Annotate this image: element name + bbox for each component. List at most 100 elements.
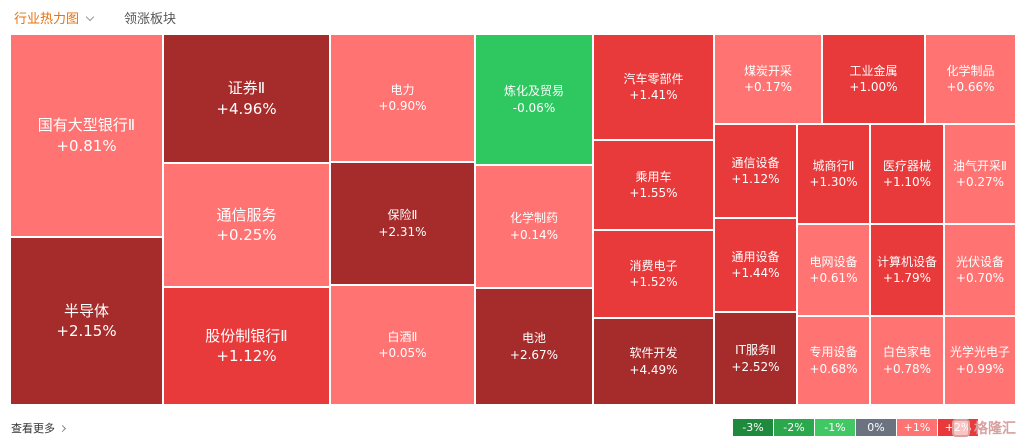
cell-change: +2.67% xyxy=(509,347,559,362)
treemap-cell[interactable]: 电网设备 +0.61% xyxy=(797,224,870,316)
color-legend: -3% -2% -1% 0% +1% +2% xyxy=(733,419,979,436)
treemap-cell[interactable]: 通信服务 +0.25% xyxy=(163,163,330,287)
cell-name: 城商行Ⅱ xyxy=(812,158,855,173)
view-more-link[interactable]: 查看更多 xyxy=(11,420,67,436)
treemap-cell[interactable]: 电池 +2.67% xyxy=(475,288,593,405)
cell-name: 化学制药 xyxy=(509,211,558,226)
cell-change: +0.70% xyxy=(955,271,1005,285)
cell-change: +1.55% xyxy=(629,186,678,200)
cell-name: 通信服务 xyxy=(216,205,277,224)
cell-change: +0.17% xyxy=(743,80,793,94)
cell-change: +1.12% xyxy=(216,347,277,365)
treemap-cell[interactable]: 医疗器械 +1.10% xyxy=(870,124,944,224)
treemap-cell[interactable]: 城商行Ⅱ +1.30% xyxy=(797,124,870,224)
header-bar: 行业热力图 领涨板块 xyxy=(0,0,1026,34)
treemap-cell[interactable]: 炼化及贸易 -0.06% xyxy=(475,34,593,165)
legend-item: 0% xyxy=(856,419,896,436)
cell-change: +0.99% xyxy=(955,361,1005,376)
cell-name: 乘用车 xyxy=(635,169,672,184)
cell-change: +0.90% xyxy=(378,99,427,113)
cell-change: +1.41% xyxy=(629,88,678,102)
cell-change: +0.66% xyxy=(946,80,995,94)
cell-change: +4.49% xyxy=(629,362,678,377)
treemap-cell[interactable]: 股份制银行Ⅱ +1.12% xyxy=(163,287,330,405)
legend-item: +1% xyxy=(897,419,937,436)
cell-name: 软件开发 xyxy=(629,346,678,361)
treemap-cell[interactable]: 电力 +0.90% xyxy=(330,34,475,162)
cell-name: 专用设备 xyxy=(809,345,858,360)
treemap-cell[interactable]: 通用设备 +1.44% xyxy=(714,218,797,312)
cell-change: +0.27% xyxy=(955,175,1005,189)
treemap-cell[interactable]: 消费电子 +1.52% xyxy=(593,230,714,318)
treemap-cell[interactable]: 乘用车 +1.55% xyxy=(593,140,714,230)
cell-change: +2.31% xyxy=(378,224,427,239)
cell-name: 半导体 xyxy=(63,301,109,320)
tab-leading-sectors[interactable]: 领涨板块 xyxy=(124,12,177,27)
cell-change: +0.14% xyxy=(509,227,559,242)
treemap-cell[interactable]: 汽车零部件 +1.41% xyxy=(593,34,714,140)
cell-name: 通用设备 xyxy=(731,249,780,264)
treemap-cell[interactable]: 软件开发 +4.49% xyxy=(593,318,714,405)
cell-change: +0.81% xyxy=(56,136,117,155)
treemap-cell[interactable]: 保险Ⅱ +2.31% xyxy=(330,162,475,285)
cell-name: 电网设备 xyxy=(809,254,858,269)
cell-name: 电力 xyxy=(390,82,415,97)
watermark-text: 格隆汇 xyxy=(974,421,1016,437)
cell-change: +1.44% xyxy=(731,266,780,280)
cell-change: +0.25% xyxy=(216,226,277,244)
treemap-cell[interactable]: 化学制药 +0.14% xyxy=(475,165,593,288)
treemap-cell[interactable]: IT服务Ⅱ +2.52% xyxy=(714,312,797,405)
cell-name: 国有大型银行Ⅱ xyxy=(37,116,136,135)
view-more-label: 查看更多 xyxy=(11,422,55,435)
cell-change: +0.78% xyxy=(882,361,932,376)
treemap-cell[interactable]: 专用设备 +0.68% xyxy=(797,316,870,405)
cell-name: 白酒Ⅱ xyxy=(387,329,418,344)
treemap-cell[interactable]: 光学光电子 +0.99% xyxy=(944,316,1016,405)
cell-name: 消费电子 xyxy=(629,258,678,273)
treemap-cell[interactable]: 半导体 +2.15% xyxy=(10,237,163,405)
gelonghui-watermark: 格隆汇 xyxy=(952,416,1026,440)
treemap-cell[interactable]: 光伏设备 +0.70% xyxy=(944,224,1016,316)
legend-item: -2% xyxy=(774,419,814,436)
cell-name: 油气开采Ⅱ xyxy=(953,158,1007,173)
cell-change: +1.79% xyxy=(882,271,932,285)
cell-change: +1.12% xyxy=(731,172,780,186)
treemap-cell[interactable]: 证券Ⅱ +4.96% xyxy=(163,34,330,163)
cell-name: 汽车零部件 xyxy=(623,71,684,86)
cell-change: +4.96% xyxy=(216,99,277,118)
cell-change: +1.00% xyxy=(849,80,898,94)
treemap-cell[interactable]: 化学制品 +0.66% xyxy=(925,34,1016,124)
treemap-cell[interactable]: 国有大型银行Ⅱ +0.81% xyxy=(10,34,163,237)
cell-name: 化学制品 xyxy=(946,63,995,78)
cell-name: 电池 xyxy=(521,331,546,346)
cell-name: 医疗器械 xyxy=(882,158,931,173)
cell-name: 煤炭开采 xyxy=(743,63,792,78)
treemap-cell[interactable]: 油气开采Ⅱ +0.27% xyxy=(944,124,1016,224)
logo-icon xyxy=(952,419,970,437)
treemap-cell[interactable]: 煤炭开采 +0.17% xyxy=(714,34,822,124)
cell-name: 通信设备 xyxy=(731,155,780,170)
treemap-cell[interactable]: 计算机设备 +1.79% xyxy=(870,224,944,316)
cell-name: 光学光电子 xyxy=(949,345,1010,360)
cell-name: 计算机设备 xyxy=(876,254,937,269)
tab-industry-heatmap[interactable]: 行业热力图 xyxy=(14,12,95,28)
cell-name: IT服务Ⅱ xyxy=(735,343,776,358)
treemap-cell[interactable]: 工业金属 +1.00% xyxy=(822,34,925,124)
treemap-cell[interactable]: 白色家电 +0.78% xyxy=(870,316,944,405)
chevron-right-icon xyxy=(58,424,67,433)
cell-name: 白色家电 xyxy=(882,345,931,360)
legend-item: -3% xyxy=(733,419,773,436)
cell-name: 股份制银行Ⅱ xyxy=(205,326,288,345)
cell-change: +1.52% xyxy=(629,275,678,289)
cell-change: -0.06% xyxy=(512,100,556,115)
treemap-cell[interactable]: 通信设备 +1.12% xyxy=(714,124,797,218)
treemap-cell[interactable]: 白酒Ⅱ +0.05% xyxy=(330,285,475,405)
cell-change: +2.15% xyxy=(56,322,117,340)
cell-change: +0.61% xyxy=(809,271,858,285)
cell-name: 证券Ⅱ xyxy=(227,79,266,98)
cell-change: +0.68% xyxy=(809,361,858,376)
legend-item: -1% xyxy=(815,419,855,436)
cell-change: +0.05% xyxy=(378,346,427,360)
tab-industry-heatmap-label: 行业热力图 xyxy=(14,12,80,27)
